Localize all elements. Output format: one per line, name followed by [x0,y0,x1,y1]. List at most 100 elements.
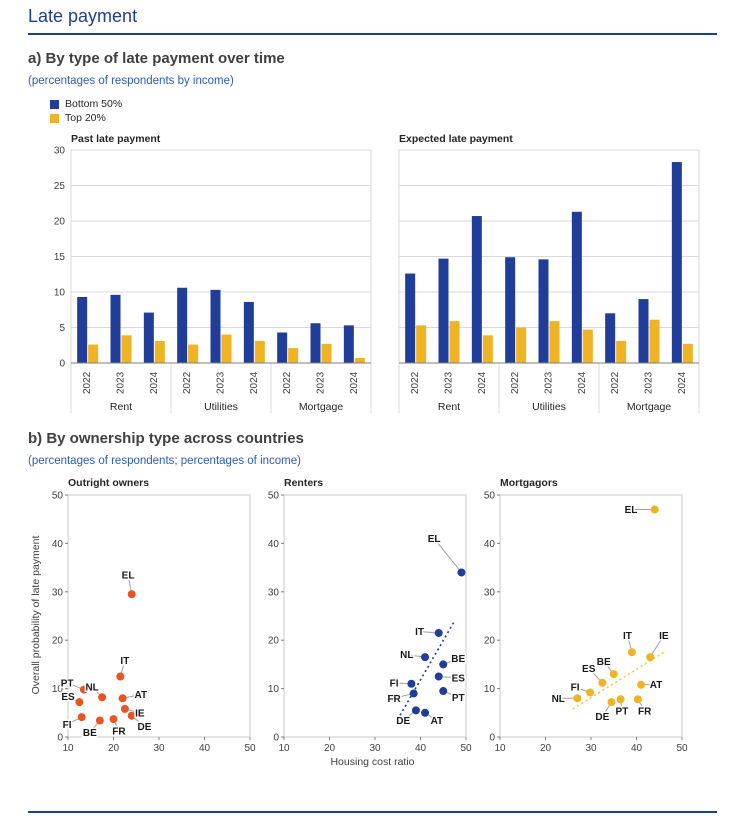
data-point-FR [109,715,118,724]
bar-bottom50 [143,312,154,363]
data-point-DE [127,711,136,720]
data-point-BE [95,716,104,725]
svg-text:0: 0 [57,733,63,744]
year-tick-label: 2024 [149,371,160,394]
group-label: Utilities [532,401,566,413]
svg-text:10: 10 [54,288,66,299]
svg-text:20: 20 [324,743,336,754]
year-tick-label: 2022 [610,371,621,394]
data-point-ES [75,698,84,707]
svg-text:5: 5 [59,323,65,334]
top-rule [28,33,717,35]
leader-line [649,635,665,658]
data-point-EL [127,590,136,599]
bar-bottom50 [77,296,88,363]
country-label: FR [387,694,401,705]
chart-outright-owners: Outright owners 0 10 20 30 40 50 10 20 30 40 50 EL IT… [44,475,260,755]
country-label: PT [452,693,465,704]
group-label: Mortgage [627,401,672,413]
chart-past-late-payment: Past late payment 0 5 10 15 20 25 30 2022 2023 202… [44,130,376,415]
data-point-PT [79,685,88,694]
data-point-ES [598,678,607,687]
country-label: IE [135,708,145,719]
bar-bottom50 [277,332,288,363]
data-point-FR [633,695,642,704]
svg-text:40: 40 [415,743,427,754]
country-label: IT [623,631,632,642]
country-label: NL [85,683,98,694]
bar-top20 [649,319,660,363]
bar-top20 [121,335,132,363]
country-label: FI [571,683,580,694]
bar-bottom50 [210,289,221,363]
year-tick-label: 2023 [316,371,327,394]
bar-bottom50 [243,301,254,363]
year-tick-label: 2023 [444,371,455,394]
data-point-NL [98,693,107,702]
svg-text:50: 50 [676,743,688,754]
svg-text:25: 25 [54,181,66,192]
leader-line [433,538,462,573]
svg-text:30: 30 [153,743,165,754]
group-label: Rent [438,401,460,413]
bar-top20 [516,327,527,363]
bar-bottom50 [310,323,321,363]
country-label: ES [582,664,596,675]
country-label: EL [122,570,135,581]
data-point-PT [439,687,448,696]
year-tick-label: 2024 [349,371,360,394]
svg-text:10: 10 [484,684,496,695]
trend-line [399,620,456,716]
country-label: PT [616,706,629,717]
y-axis-label-text: Overall probability of late payment [30,535,42,695]
bar-top20 [549,321,560,363]
data-point-IT [434,628,443,637]
group-label: Mortgage [299,401,344,413]
country-label: PT [61,678,74,689]
data-point-ES [434,672,443,681]
svg-text:50: 50 [460,743,472,754]
country-label: DE [396,716,410,727]
chart-title: Renters [284,477,323,489]
svg-text:10: 10 [494,743,506,754]
bar-bottom50 [405,273,416,363]
svg-text:50: 50 [244,743,256,754]
svg-text:20: 20 [484,636,496,647]
section-a-heading: a) By type of late payment over time [28,50,285,67]
svg-text:20: 20 [108,743,120,754]
bar-chart-svg: Past late payment 0 5 10 15 20 25 30 2022 2023 202… [54,133,372,413]
country-label: DE [137,722,151,733]
country-label: IT [120,656,129,667]
year-tick-label: 2024 [577,371,588,394]
bottom-rule [28,811,717,813]
svg-text:10: 10 [52,684,64,695]
scatter-charts: Overall probability of late payment Outr… [28,475,717,755]
data-point-EL [457,568,466,577]
data-point-AT [421,708,430,717]
bar-top20 [154,340,165,363]
data-point-DE [411,706,420,715]
chart-title: Outright owners [68,477,149,489]
svg-text:0: 0 [59,359,65,370]
bar-top20 [449,321,460,363]
bar-top20 [582,329,593,363]
svg-text:30: 30 [484,587,496,598]
svg-text:40: 40 [631,743,643,754]
country-label: FI [390,678,399,689]
country-label: AT [431,716,444,727]
svg-text:10: 10 [278,743,290,754]
svg-text:50: 50 [484,491,496,502]
chart-title: Expected late payment [399,133,513,145]
bar-top20 [416,325,427,363]
svg-text:40: 40 [484,539,496,550]
data-point-EL [650,505,659,514]
bar-bottom50 [571,211,582,363]
data-point-BE [439,660,448,669]
group-label: Utilities [204,401,238,413]
country-label: FR [638,706,652,717]
year-tick-label: 2024 [249,371,260,394]
bar-top20 [221,334,232,363]
